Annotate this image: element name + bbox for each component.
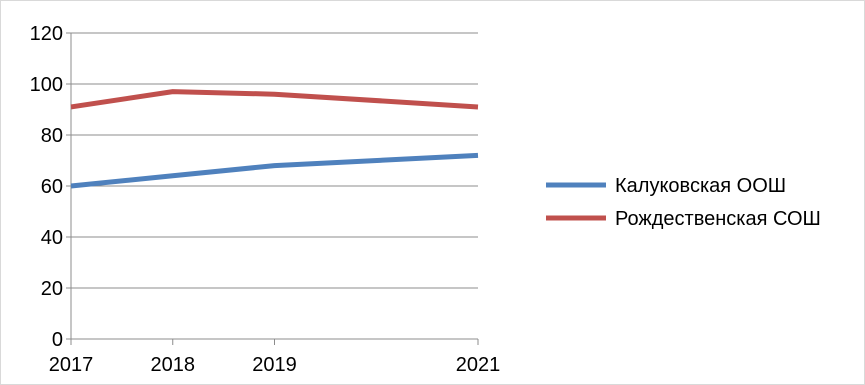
series-line-2 (70, 89, 479, 110)
x-tick-label: 2021 (456, 354, 501, 376)
legend-label-2: Рождественская СОШ (615, 208, 821, 230)
series-line-1 (70, 152, 479, 189)
gridlines (71, 32, 478, 289)
x-tick-label: 2018 (151, 354, 196, 376)
y-tick-label: 120 (30, 23, 63, 45)
y-tick-label: 0 (52, 329, 63, 351)
axes: 0 20 40 60 80 100 120 2017 2018 2019 2021 (30, 23, 501, 376)
legend-label-1: Калуковская ООШ (615, 175, 786, 197)
y-tick-label: 100 (30, 74, 63, 96)
y-tick-label: 40 (41, 227, 63, 249)
x-tick-label: 2019 (252, 354, 297, 376)
y-tick-label: 20 (41, 278, 63, 300)
x-tick-label: 2017 (49, 354, 94, 376)
legend: Калуковская ООШ Рождественская СОШ (546, 175, 821, 230)
y-tick-label: 60 (41, 176, 63, 198)
y-tick-label: 80 (41, 125, 63, 147)
series-lines (70, 89, 479, 189)
